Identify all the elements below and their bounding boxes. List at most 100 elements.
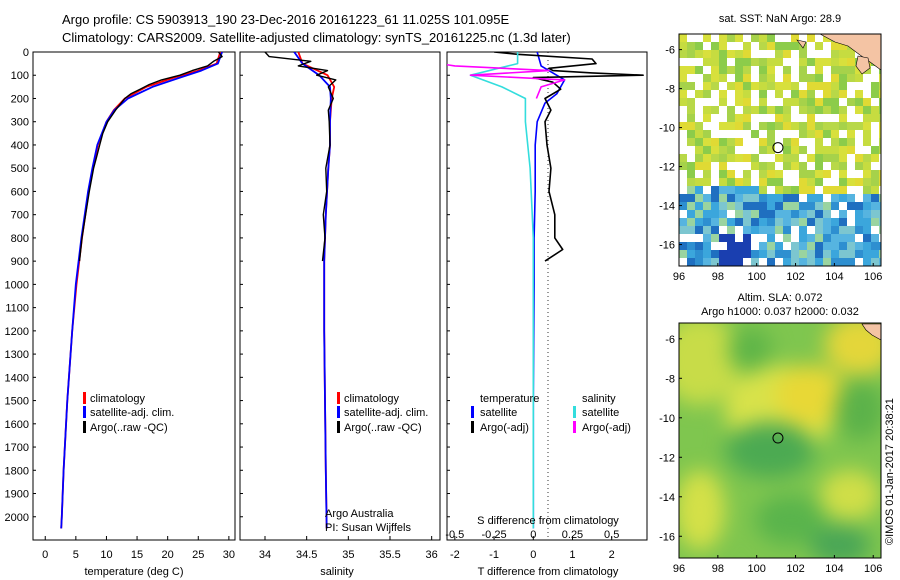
sst-cell	[839, 90, 847, 98]
sst-cell	[743, 114, 751, 122]
salinity-legend: climatology satellite-adj. clim. Argo(..…	[337, 392, 428, 434]
sst-cell	[703, 218, 711, 226]
sst-cell	[767, 122, 775, 130]
sst-cell	[743, 106, 751, 114]
legend-swatch-climatology	[83, 392, 86, 404]
sla-blob	[725, 422, 815, 478]
sst-cell	[831, 90, 839, 98]
sst-cell	[783, 66, 791, 74]
sst-cell	[839, 58, 847, 66]
sst-cell	[807, 242, 815, 250]
sst-cell	[679, 234, 687, 242]
s-tick-label: 0.5	[604, 529, 619, 541]
sst-cell	[879, 178, 881, 186]
salinity-plot-frame	[239, 51, 441, 541]
sst-cell	[687, 226, 695, 234]
sst-cell	[735, 202, 743, 210]
legend-swatch-t-argo	[471, 421, 474, 433]
sst-cell	[751, 258, 759, 266]
sst-cell	[711, 74, 719, 82]
sst-cell	[807, 218, 815, 226]
sst-cell	[863, 170, 871, 178]
sst-cell	[863, 210, 871, 218]
sst-cell	[719, 170, 727, 178]
depth-tick-label: 1800	[5, 465, 29, 477]
sst-cell	[775, 154, 783, 162]
sst-cell	[871, 194, 879, 202]
map-x-tick-label: 106	[864, 271, 882, 283]
sst-cell	[775, 242, 783, 250]
sst-cell	[679, 98, 687, 106]
sst-cell	[727, 170, 735, 178]
sst-cell	[775, 210, 783, 218]
sst-cell	[759, 58, 767, 66]
t-difference-axis-label: T difference from climatology	[478, 566, 619, 578]
sla-blob	[810, 525, 870, 558]
x-tick-label: 36	[426, 549, 438, 561]
sst-cell	[807, 250, 815, 258]
sst-cell	[879, 146, 881, 154]
sst-cell	[823, 90, 831, 98]
x-tick-label: 2	[609, 549, 615, 561]
x-tick-label: 30	[223, 549, 235, 561]
map-y-tick-label: -10	[659, 413, 675, 425]
sst-cell	[863, 98, 871, 106]
legend-swatch-s-satellite	[573, 406, 576, 418]
sst-cell	[815, 130, 823, 138]
sst-cell	[839, 162, 847, 170]
sst-cell	[783, 210, 791, 218]
x-tick-label: 5	[73, 549, 79, 561]
sst-cell	[695, 162, 703, 170]
sst-cell	[823, 210, 831, 218]
sst-cell	[879, 258, 881, 266]
temperature-plot-frame	[32, 51, 236, 541]
sst-cell	[783, 250, 791, 258]
sst-cell	[687, 186, 695, 194]
sst-cell	[703, 242, 711, 250]
sst-cell	[767, 210, 775, 218]
sst-cell	[863, 162, 871, 170]
sst-map-title: sat. SST: NaN Argo: 28.9	[719, 13, 841, 25]
sst-cell	[719, 210, 727, 218]
sst-cell	[871, 210, 879, 218]
sst-cell	[855, 202, 863, 210]
sst-cell	[863, 106, 871, 114]
sst-cell	[799, 258, 807, 266]
sst-cell	[815, 202, 823, 210]
sla-map-subtitle: Argo h1000: 0.037 h2000: 0.032	[701, 306, 859, 318]
argo-location-marker	[772, 432, 784, 444]
sst-cell	[751, 82, 759, 90]
sst-cell	[807, 82, 815, 90]
sst-coastline	[796, 34, 881, 75]
sst-cell	[727, 202, 735, 210]
s-tick-label: -0.25	[482, 529, 507, 541]
sst-cell	[743, 178, 751, 186]
sst-cell	[823, 242, 831, 250]
x-tick-label: 0	[530, 549, 536, 561]
sst-cell	[719, 162, 727, 170]
sst-cell	[839, 154, 847, 162]
sst-cell	[759, 146, 767, 154]
legend-label-satellite: satellite-adj. clim.	[90, 407, 174, 419]
sst-cell	[695, 138, 703, 146]
sst-cell	[863, 202, 871, 210]
sst-cell	[775, 178, 783, 186]
sst-cell	[767, 226, 775, 234]
sst-cell	[879, 98, 881, 106]
sst-cell	[695, 90, 703, 98]
sst-cell	[839, 122, 847, 130]
sst-cell	[711, 154, 719, 162]
sst-cell	[831, 218, 839, 226]
sst-cell	[831, 122, 839, 130]
sst-cell	[847, 74, 855, 82]
sst-cell	[759, 202, 767, 210]
sst-cell	[703, 146, 711, 154]
sst-cell	[807, 122, 815, 130]
sst-cell	[815, 210, 823, 218]
map-x-tick-label: 102	[786, 271, 804, 283]
sst-cell	[775, 90, 783, 98]
x-tick-label: 35.5	[379, 549, 400, 561]
sst-cell	[815, 106, 823, 114]
map-x-tick-label: 98	[712, 271, 724, 283]
sst-cell	[839, 106, 847, 114]
